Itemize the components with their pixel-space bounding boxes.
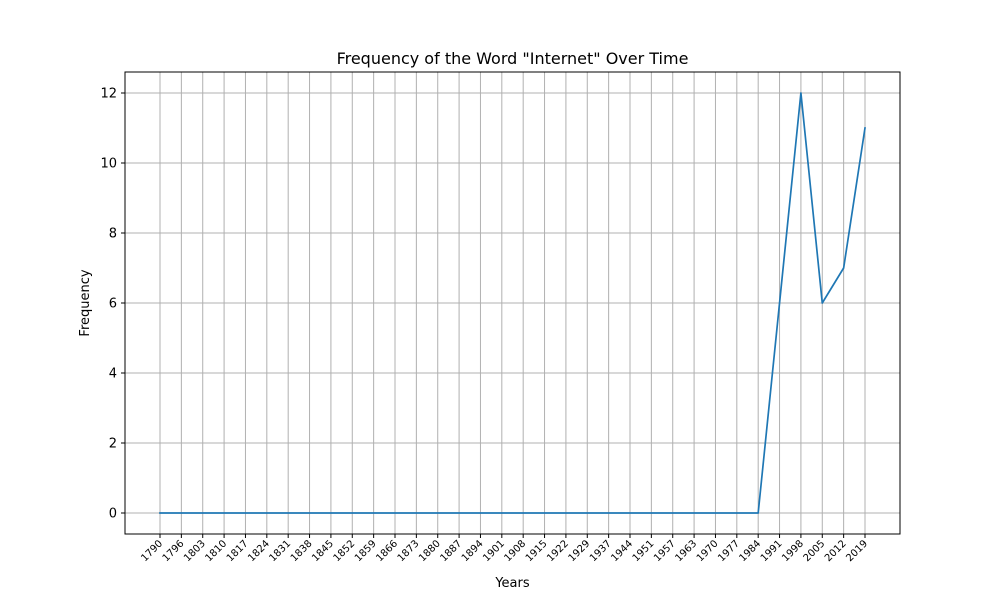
series-layer [159,92,866,514]
y-axis-label: Frequency [78,269,93,336]
y-tick-label: 8 [109,227,117,242]
y-tick-label: 10 [100,157,117,172]
series-line [159,92,866,514]
chart-title: Frequency of the Word "Internet" Over Ti… [337,49,689,68]
y-tick-label: 12 [100,87,117,102]
grid-layer [125,72,900,534]
x-axis-label: Years [494,576,530,591]
y-tick-label: 2 [109,437,117,452]
y-tick-label: 4 [109,367,117,382]
y-tick-label: 0 [109,507,117,522]
y-tick-label: 6 [109,297,117,312]
